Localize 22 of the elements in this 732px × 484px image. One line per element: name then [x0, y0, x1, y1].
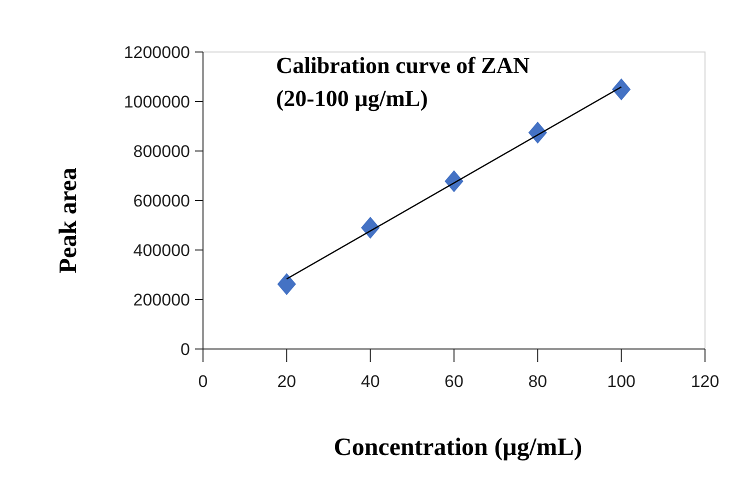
y-tick-label: 800000	[133, 142, 190, 161]
point	[444, 170, 464, 192]
point	[360, 216, 380, 239]
point	[277, 273, 296, 296]
x-tick-label: 40	[360, 372, 380, 391]
y-tick-label: 0	[180, 340, 190, 359]
point	[528, 122, 548, 144]
text: Calibration curve of ZAN (20-100 µg/mL)	[276, 53, 530, 112]
x-tick-label: 20	[277, 372, 296, 391]
x-tick-label: 0	[198, 372, 208, 391]
point	[612, 78, 631, 100]
x-tick-label: 80	[528, 372, 548, 391]
y-tick-label: 600000	[133, 191, 190, 210]
x-tick-label: 120	[690, 372, 720, 391]
x-tick-label: 60	[444, 372, 464, 391]
y-tick-label: 1200000	[124, 42, 190, 62]
y-tick-label: 1000000	[124, 92, 190, 112]
y-tick-label: 200000	[133, 290, 190, 310]
x-tick-label: 100	[607, 372, 636, 391]
y-tick-label: 400000	[133, 240, 190, 260]
x-axis-title: Concentration (µg/mL)	[334, 434, 582, 461]
y-axis-title: Peak area	[55, 167, 82, 274]
